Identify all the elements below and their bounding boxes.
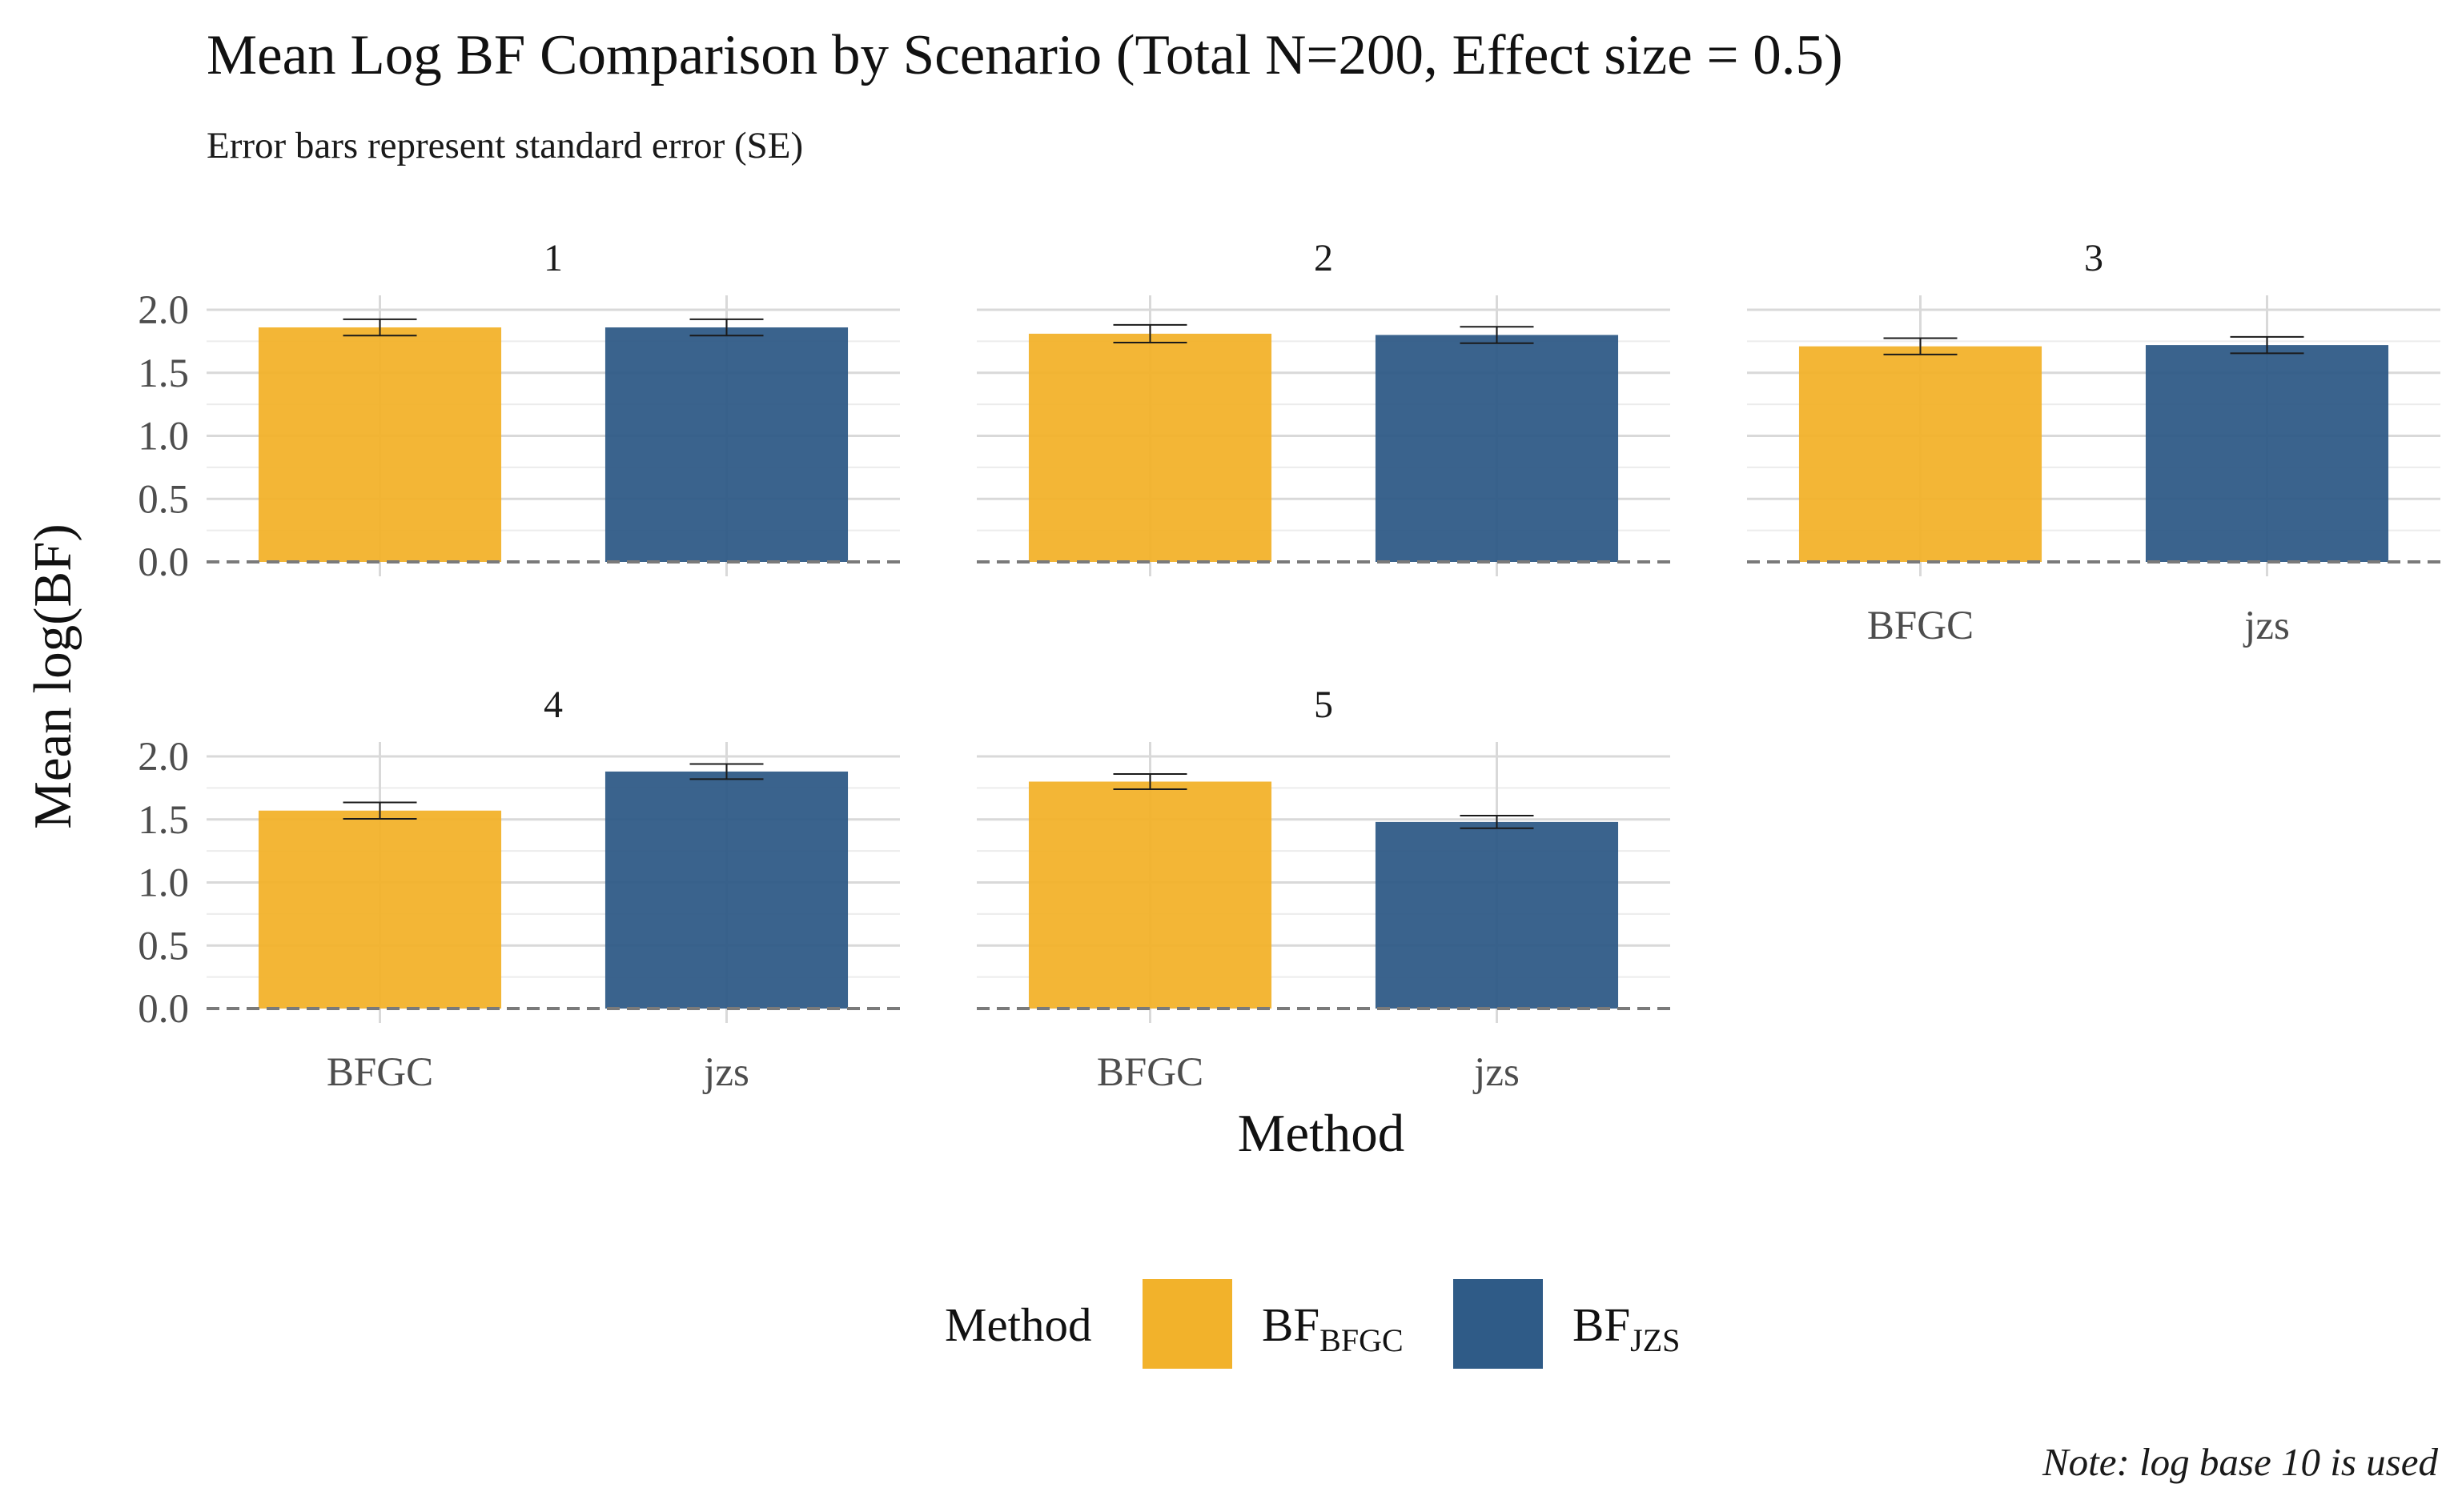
x-tick-label: BFGC bbox=[327, 1050, 433, 1095]
facet-panels: 1 0.0 0.5 1.0 1.5 2.0 2 3 BFGC jzs 4 0.0 0.5 1.0 1.5 2.… bbox=[138, 237, 2440, 1095]
facet-label: 5 bbox=[1314, 684, 1333, 726]
error-bar bbox=[689, 763, 764, 780]
y-axis-title: Mean log(BF) bbox=[23, 523, 82, 829]
error-bar bbox=[689, 318, 764, 337]
bar-BFGC bbox=[258, 327, 502, 562]
facet-label: 1 bbox=[544, 237, 563, 279]
legend-label-bfgc: BFBFGC bbox=[1262, 1298, 1404, 1358]
x-tick-label: BFGC bbox=[1097, 1050, 1203, 1095]
y-tick-label: 1.0 bbox=[138, 861, 189, 906]
facet-panel-5: 5 BFGC jzs bbox=[977, 684, 1670, 1095]
error-bar bbox=[1113, 773, 1187, 790]
y-tick-label: 0.0 bbox=[138, 987, 189, 1032]
bar-BFGC bbox=[258, 810, 502, 1009]
error-bar bbox=[1883, 337, 1958, 355]
facet-label: 2 bbox=[1314, 237, 1333, 279]
facet-label: 4 bbox=[544, 684, 563, 726]
y-tick-label: 0.5 bbox=[138, 924, 189, 969]
facet-label: 3 bbox=[2084, 237, 2103, 279]
y-tick-label: 0.0 bbox=[138, 540, 189, 585]
y-tick-label: 1.0 bbox=[138, 415, 189, 459]
chart-subtitle: Error bars represent standard error (SE) bbox=[207, 125, 803, 166]
bar-jzs bbox=[1375, 335, 1619, 562]
bar-BFGC bbox=[1028, 333, 1272, 562]
y-tick-label: 0.5 bbox=[138, 477, 189, 522]
error-bar bbox=[1460, 326, 1534, 344]
facet-panel-4: 4 0.0 0.5 1.0 1.5 2.0 BFGC jzs bbox=[138, 684, 900, 1095]
x-tick-label: jzs bbox=[1472, 1050, 1520, 1095]
facet-panel-2: 2 bbox=[977, 237, 1670, 576]
legend-key-bfgc bbox=[1143, 1279, 1232, 1369]
x-tick-label: BFGC bbox=[1867, 604, 1974, 648]
y-tick-label: 2.0 bbox=[138, 735, 189, 780]
chart-note: Note: log base 10 is used bbox=[2042, 1440, 2439, 1484]
bar-jzs bbox=[604, 327, 849, 562]
y-tick-label: 1.5 bbox=[138, 351, 189, 396]
y-tick-label: 1.5 bbox=[138, 798, 189, 843]
legend-title: Method bbox=[945, 1298, 1092, 1351]
error-bar bbox=[343, 318, 417, 337]
y-tick-label: 2.0 bbox=[138, 288, 189, 333]
error-bar bbox=[1460, 815, 1534, 829]
error-bar bbox=[343, 801, 417, 820]
bar-BFGC bbox=[1798, 346, 2042, 562]
error-bar bbox=[2230, 335, 2304, 355]
bar-BFGC bbox=[1028, 781, 1272, 1009]
x-tick-label: jzs bbox=[702, 1050, 749, 1095]
bar-jzs bbox=[2145, 345, 2389, 562]
facet-panel-3: 3 BFGC jzs bbox=[1747, 237, 2440, 648]
legend-key-jzs bbox=[1453, 1279, 1543, 1369]
bar-jzs bbox=[1375, 821, 1619, 1009]
chart-title: Mean Log BF Comparison by Scenario (Tota… bbox=[207, 24, 1843, 86]
legend-label-jzs: BFJZS bbox=[1572, 1298, 1680, 1358]
error-bar bbox=[1113, 323, 1187, 343]
facet-panel-1: 1 0.0 0.5 1.0 1.5 2.0 bbox=[138, 237, 900, 585]
x-tick-label: jzs bbox=[2243, 604, 2290, 648]
bar-jzs bbox=[604, 771, 849, 1009]
legend: Method BFBFGC BFJZS bbox=[945, 1279, 1680, 1369]
x-axis-title: Method bbox=[1238, 1104, 1404, 1163]
